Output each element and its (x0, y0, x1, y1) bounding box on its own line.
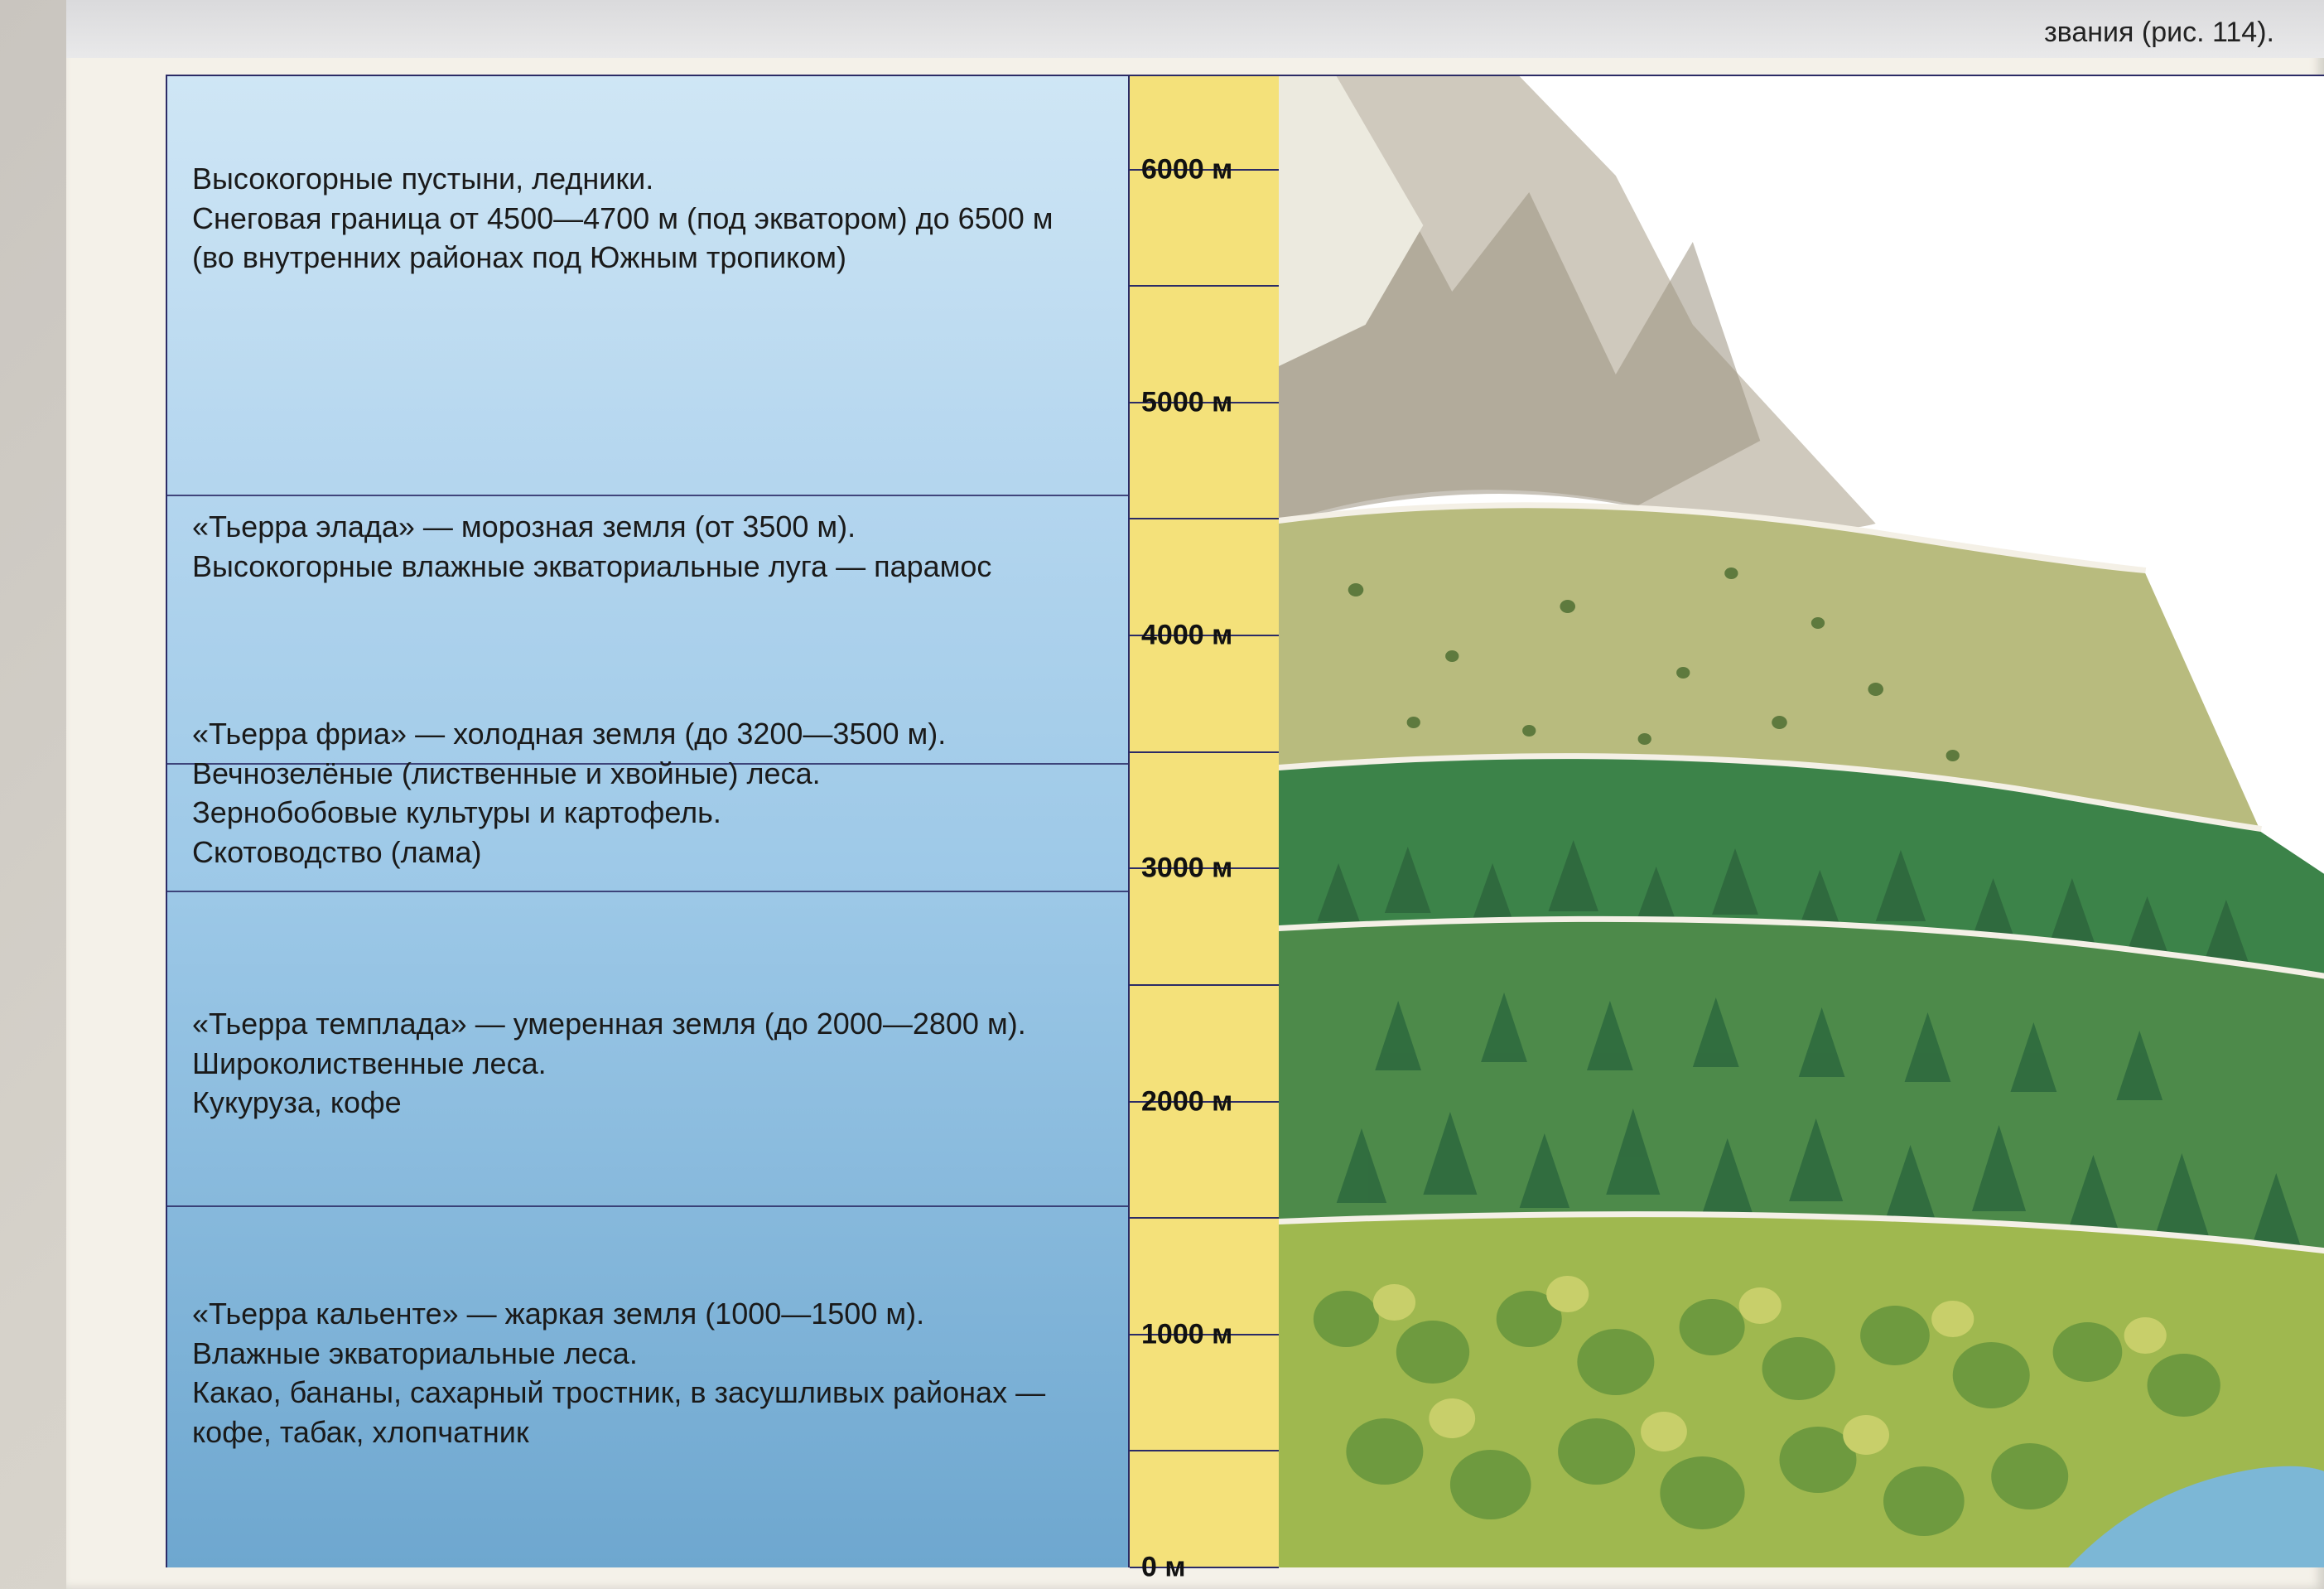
scale-tick (1130, 1450, 1279, 1451)
scale-tick (1130, 1217, 1279, 1219)
scale-tick (1130, 984, 1279, 986)
zone-divider (167, 1205, 1128, 1207)
scale-label: 3000 м (1141, 852, 1282, 885)
mountain-illustration (1279, 76, 2324, 1567)
zone-text-templada: «Тьерра темплада» — умеренная земля (до … (192, 1004, 1103, 1123)
zone-text-caliente: «Тьерра кальенте» — жаркая земля (1000—1… (192, 1294, 1103, 1451)
altitude-scale: 0 м1000 м2000 м3000 м4000 м5000 м6000 м (1128, 76, 1280, 1567)
text-panel: Высокогорные пустыни, ледники.Снеговая г… (167, 76, 1128, 1567)
zone-divider (167, 495, 1128, 496)
scale-label: 2000 м (1141, 1085, 1282, 1118)
figure-reference: звания (рис. 114). (2044, 17, 2274, 49)
scale-tick (1130, 751, 1279, 753)
scale-tick (1130, 285, 1279, 287)
scale-label: 4000 м (1141, 620, 1282, 652)
zone-text-fria: «Тьерра фриа» — холодная земля (до 3200—… (192, 714, 1103, 872)
scale-label: 5000 м (1141, 386, 1282, 418)
scale-label: 6000 м (1141, 153, 1282, 186)
zone-text-helada_top: Высокогорные пустыни, ледники.Снеговая г… (192, 159, 1103, 278)
zone-text-helada: «Тьерра элада» — морозная земля (от 3500… (192, 507, 1103, 586)
zone-divider (167, 891, 1128, 892)
altitudinal-zonation-diagram: Высокогорные пустыни, ледники.Снеговая г… (166, 75, 2324, 1567)
scale-label: 1000 м (1141, 1318, 1282, 1350)
scale-tick (1130, 518, 1279, 519)
page-header-strip: звания (рис. 114). (66, 0, 2324, 58)
scale-label: 0 м (1141, 1552, 1282, 1584)
